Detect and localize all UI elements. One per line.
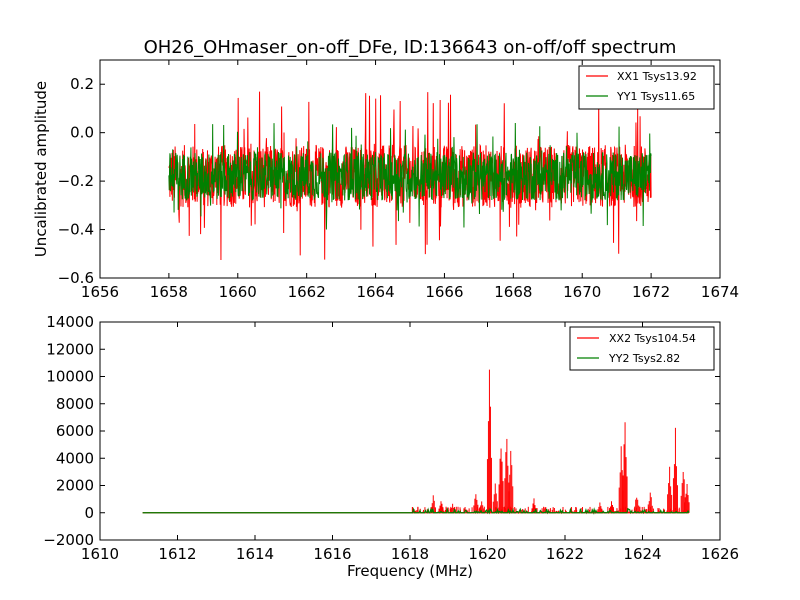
bottom-x-tick-label: 1626 (701, 545, 739, 563)
bottom-y-tick-label: −2000 (43, 531, 94, 549)
top-y-tick-label: 0.2 (70, 75, 94, 93)
bottom-x-tick-label: 1614 (236, 545, 274, 563)
top-x-tick-label: 1656 (81, 283, 119, 301)
top-x-tick-label: 1672 (632, 283, 670, 301)
bottom-x-tick-label: 1618 (391, 545, 429, 563)
top-series-yy1 (168, 123, 652, 230)
legend-label-yy2: YY2 Tsys2.82 (608, 352, 680, 365)
top-x-tick-label: 1658 (150, 283, 188, 301)
bottom-y-tick-label: 14000 (46, 313, 94, 331)
bottom-y-tick-label: 0 (84, 504, 94, 522)
top-y-tick-label: −0.4 (58, 221, 94, 239)
top-x-tick-label: 1664 (356, 283, 394, 301)
legend-label-xx1: XX1 Tsys13.92 (617, 70, 697, 83)
top-y-tick-label: −0.6 (58, 269, 94, 287)
top-x-tick-label: 1674 (701, 283, 739, 301)
bottom-chart-series-group (142, 369, 690, 515)
bottom-chart-ticks: 1610 1612 1614 1616 1618 1620 1622 1624 1626 −200… (43, 313, 739, 563)
bottom-x-tick-label: 1610 (81, 545, 119, 563)
top-x-tick-label: 1660 (219, 283, 257, 301)
top-series-xx1 (168, 91, 652, 261)
bottom-chart-legend: XX2 Tsys104.54 YY2 Tsys2.82 (569, 326, 715, 371)
top-chart-ylabel: Uncalibrated amplitude (32, 81, 50, 257)
top-x-tick-label: 1666 (425, 283, 463, 301)
bottom-x-tick-label: 1612 (158, 545, 196, 563)
top-x-tick-label: 1668 (494, 283, 532, 301)
bottom-x-tick-label: 1616 (313, 545, 351, 563)
top-chart-legend: XX1 Tsys13.92 YY1 Tsys11.65 (578, 65, 715, 110)
bottom-y-tick-label: 12000 (46, 340, 94, 358)
top-x-tick-label: 1670 (563, 283, 601, 301)
top-y-tick-label: 0.0 (70, 124, 94, 142)
bottom-x-tick-label: 1624 (623, 545, 661, 563)
bottom-y-tick-label: 4000 (56, 449, 94, 467)
bottom-y-tick-label: 8000 (56, 395, 94, 413)
top-y-tick-label: −0.2 (58, 172, 94, 190)
top-chart: OH26_OHmaser_on-off_DFe, ID:136643 on-of… (32, 37, 739, 301)
bottom-y-tick-label: 10000 (46, 368, 94, 386)
legend-label-xx2: XX2 Tsys104.54 (609, 332, 696, 345)
bottom-series-yy2 (142, 506, 690, 515)
top-x-tick-label: 1662 (288, 283, 326, 301)
bottom-chart: 1610 1612 1614 1616 1618 1620 1622 1624 1626 −200… (43, 313, 739, 580)
bottom-chart-xlabel: Frequency (MHz) (347, 562, 473, 580)
top-chart-title: OH26_OHmaser_on-off_DFe, ID:136643 on-of… (144, 37, 677, 58)
bottom-x-tick-label: 1620 (468, 545, 506, 563)
bottom-y-tick-label: 6000 (56, 422, 94, 440)
legend-label-yy1: YY1 Tsys11.65 (616, 90, 695, 103)
top-chart-series-group (168, 91, 652, 261)
bottom-x-tick-label: 1622 (546, 545, 584, 563)
top-chart-ticks: 1656 1658 1660 1662 1664 1666 1668 1670 1672 1674… (58, 60, 739, 301)
bottom-y-tick-label: 2000 (56, 477, 94, 495)
top-chart-frame (99, 59, 721, 279)
